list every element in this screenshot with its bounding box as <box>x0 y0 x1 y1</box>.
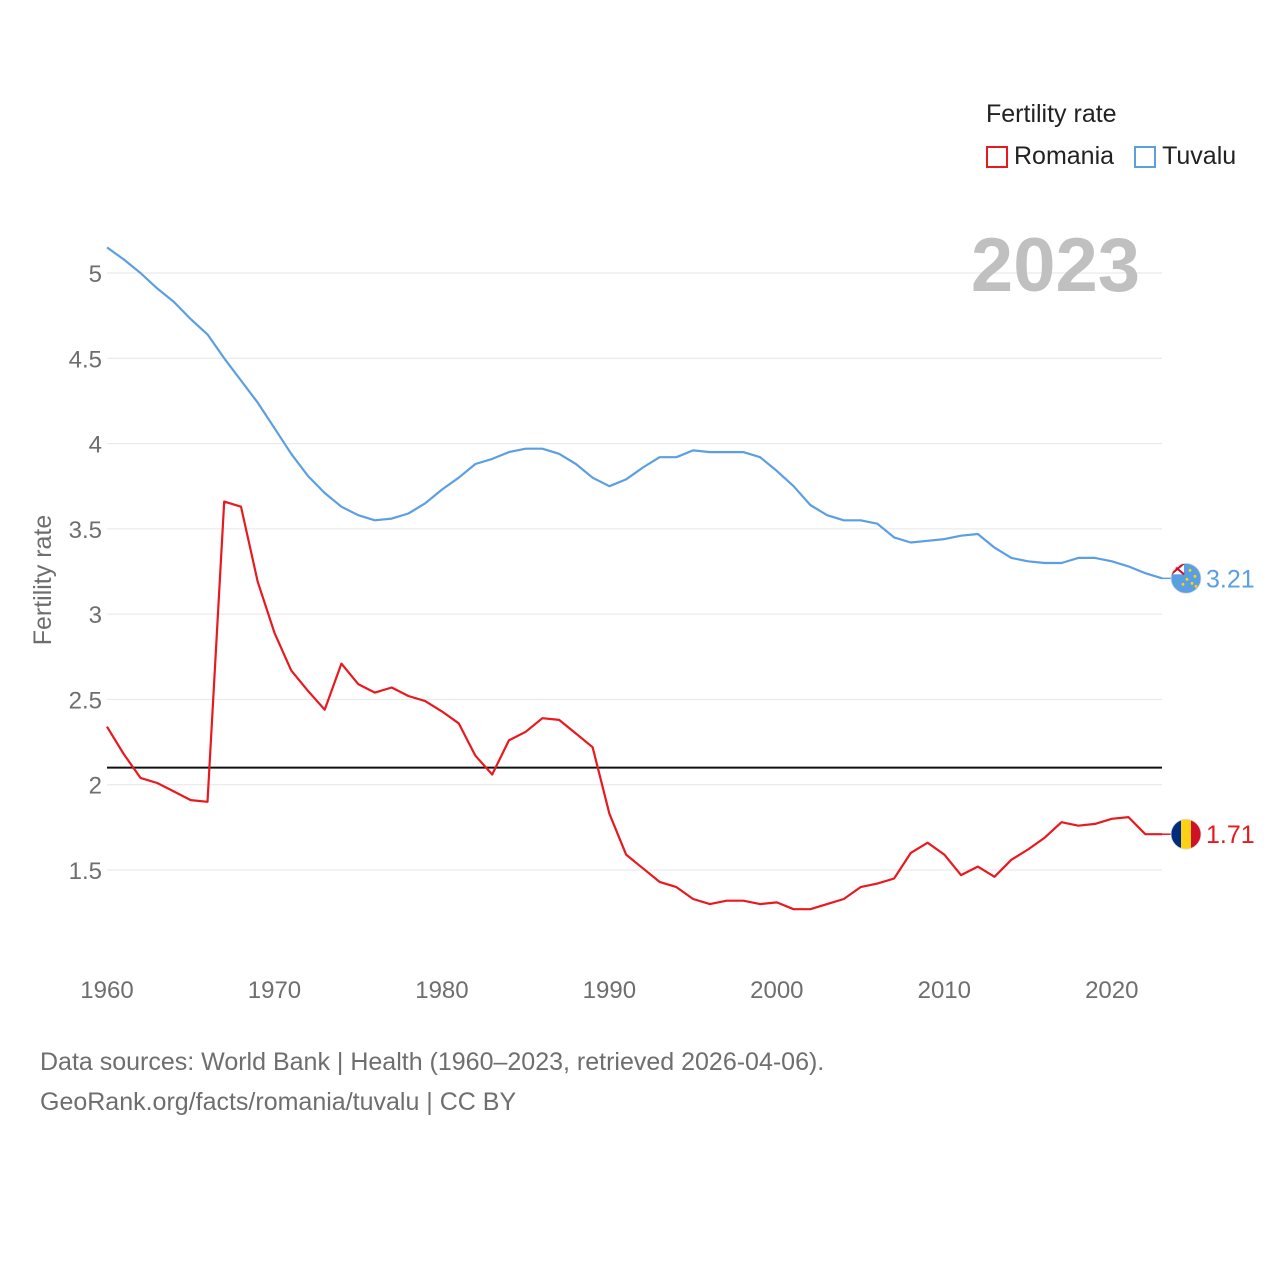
footer: Data sources: World Bank | Health (1960–… <box>40 1042 824 1122</box>
y-tick-label: 1.5 <box>69 858 102 885</box>
legend-item-tuvalu[interactable]: Tuvalu <box>1134 142 1236 171</box>
y-tick-label: 4.5 <box>69 346 102 373</box>
series-line-tuvalu <box>106 246 1163 580</box>
attribution-text: GeoRank.org/facts/romania/tuvalu | CC BY <box>40 1088 517 1116</box>
y-axis-ticks: 1.5 2 2.5 3 3.5 4 4.5 5 <box>69 261 102 885</box>
legend-swatch-tuvalu <box>1134 145 1157 168</box>
legend-label-tuvalu: Tuvalu <box>1162 142 1237 170</box>
x-axis-ticks: 1960 1970 1980 1990 2000 2010 2020 <box>80 977 1138 1004</box>
x-tick-label: 1990 <box>583 977 636 1004</box>
legend: Romania Tuvalu <box>986 142 1256 171</box>
x-tick-label: 1970 <box>248 977 301 1004</box>
y-tick-label: 2 <box>89 773 102 800</box>
end-value-label-romania: 1.71 <box>1206 821 1255 849</box>
year-label: 2023 <box>970 223 1140 308</box>
x-tick-label: 1980 <box>415 977 468 1004</box>
series-lines <box>106 246 1163 911</box>
y-tick-label: 4 <box>89 432 102 459</box>
gridlines <box>107 272 1162 871</box>
data-source-text: Data sources: World Bank | Health (1960–… <box>40 1048 825 1076</box>
y-tick-label: 2.5 <box>69 687 102 714</box>
y-axis-label: Fertility rate <box>29 515 57 646</box>
end-value-label-tuvalu: 3.21 <box>1206 565 1255 593</box>
tuvalu-flag-icon <box>1170 562 1202 594</box>
x-tick-label: 2010 <box>918 977 971 1004</box>
end-markers: 3.21 1.71 <box>1162 562 1255 850</box>
x-tick-label: 2020 <box>1085 977 1138 1004</box>
legend-swatch-romania <box>986 145 1008 168</box>
x-tick-label: 1960 <box>80 977 133 1004</box>
legend-label-romania: Romania <box>1014 142 1115 170</box>
x-tick-label: 2000 <box>750 977 803 1004</box>
y-tick-label: 3 <box>89 602 102 629</box>
y-tick-label: 3.5 <box>69 517 102 544</box>
legend-item-romania[interactable]: Romania <box>986 142 1114 171</box>
series-line-romania <box>106 500 1162 911</box>
legend-title: Fertility rate <box>986 100 1117 128</box>
y-tick-label: 5 <box>89 261 102 288</box>
romania-flag-icon <box>1170 818 1202 850</box>
